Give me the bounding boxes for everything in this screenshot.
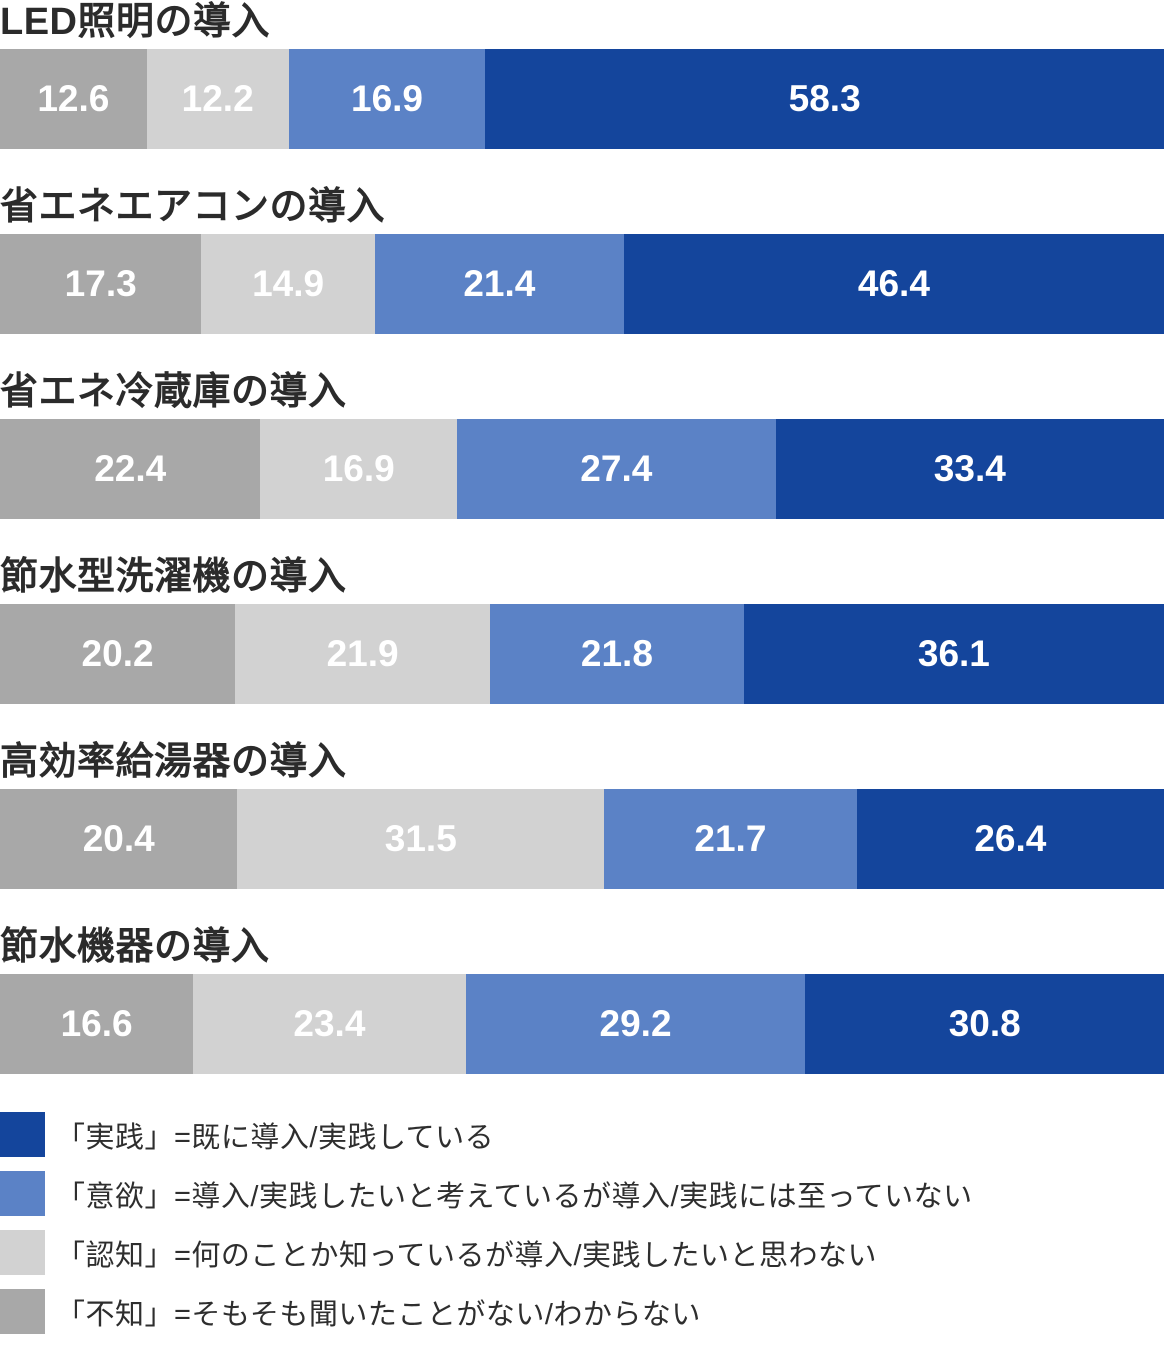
- stacked-bar: 20.2 21.9 21.8 36.1: [0, 604, 1164, 704]
- bar-segment-不知: 22.4: [0, 419, 261, 519]
- legend-swatch-実践: [0, 1112, 45, 1157]
- legend: 「実践」=既に導入/実践している 「意欲」=導入/実践したいと考えているが導入/…: [0, 1112, 1164, 1334]
- bar-segment-意欲: 21.4: [374, 234, 624, 334]
- bar-segment-意欲: 21.8: [490, 604, 744, 704]
- legend-swatch-不知: [0, 1289, 45, 1334]
- stacked-bar: 17.3 14.9 21.4 46.4: [0, 234, 1164, 334]
- legend-label: 「実践」=既に導入/実践している: [56, 1121, 495, 1154]
- segment-value-label: 21.4: [463, 263, 536, 304]
- bar-row: 高効率給湯器の導入 20.4 31.5 21.7 26.4: [0, 742, 1164, 889]
- segment-value-label: 21.9: [326, 633, 399, 674]
- segment-value-label: 29.2: [599, 1003, 672, 1044]
- legend-label: 「認知」=何のことか知っているが導入/実践したいと思わない: [56, 1239, 878, 1272]
- segment-value-label: 20.2: [81, 633, 154, 674]
- segment-value-label: 58.3: [788, 78, 861, 119]
- bar-segment-意欲: 27.4: [457, 419, 776, 519]
- bar-segment-認知: 21.9: [235, 604, 491, 704]
- bar-segment-実践: 30.8: [805, 974, 1164, 1074]
- segment-value-label: 21.7: [694, 818, 767, 859]
- bar-segment-不知: 20.2: [0, 604, 236, 704]
- bar-segment-認知: 31.5: [237, 789, 605, 889]
- bar-segment-意欲: 29.2: [465, 974, 806, 1074]
- bar-segment-実践: 58.3: [485, 49, 1164, 149]
- bar-row: 節水型洗濯機の導入 20.2 21.9 21.8 36.1: [0, 557, 1164, 704]
- bar-segment-実践: 26.4: [856, 789, 1164, 889]
- segment-value-label: 30.8: [948, 1003, 1021, 1044]
- bar-segment-認知: 14.9: [201, 234, 375, 334]
- row-title: LED照明の導入: [0, 1, 271, 43]
- bar-segment-不知: 12.6: [0, 49, 147, 149]
- segment-value-label: 27.4: [580, 448, 653, 489]
- segment-value-label: 12.2: [181, 78, 254, 119]
- segment-value-label: 22.4: [94, 448, 167, 489]
- bar-row: 省エネエアコンの導入 17.3 14.9 21.4 46.4: [0, 187, 1164, 334]
- segment-value-label: 12.6: [37, 78, 110, 119]
- bar-segment-実践: 46.4: [623, 234, 1164, 334]
- segment-value-label: 21.8: [580, 633, 653, 674]
- legend-swatch-認知: [0, 1230, 45, 1275]
- bar-segment-認知: 23.4: [193, 974, 466, 1074]
- stacked-bar: 22.4 16.9 27.4 33.4: [0, 419, 1164, 519]
- row-title: 省エネエアコンの導入: [0, 186, 386, 228]
- segment-value-label: 36.1: [917, 633, 990, 674]
- row-title: 節水機器の導入: [0, 926, 270, 968]
- row-title: 節水型洗濯機の導入: [0, 556, 347, 598]
- legend-item: 「意欲」=導入/実践したいと考えているが導入/実践には至っていない: [0, 1171, 1164, 1216]
- segment-value-label: 31.5: [384, 818, 457, 859]
- bar-segment-認知: 12.2: [146, 49, 289, 149]
- segment-value-label: 46.4: [857, 263, 930, 304]
- segment-value-label: 16.9: [351, 78, 424, 119]
- segment-value-label: 33.4: [933, 448, 1006, 489]
- legend-item: 「認知」=何のことか知っているが導入/実践したいと思わない: [0, 1230, 1164, 1275]
- bar-segment-意欲: 21.7: [604, 789, 857, 889]
- bar-segment-不知: 16.6: [0, 974, 194, 1074]
- bar-segment-実践: 36.1: [743, 604, 1164, 704]
- legend-item: 「不知」=そもそも聞いたことがない/わからない: [0, 1289, 1164, 1334]
- legend-label: 「不知」=そもそも聞いたことがない/わからない: [56, 1298, 701, 1331]
- bar-row: LED照明の導入 12.6 12.2 16.9 58.3: [0, 2, 1164, 149]
- segment-value-label: 20.4: [82, 818, 155, 859]
- stacked-bar-chart: LED照明の導入 12.6 12.2 16.9 58.3 省エネエアコンの導入 …: [0, 2, 1164, 1334]
- bar-segment-不知: 20.4: [0, 789, 238, 889]
- row-title: 省エネ冷蔵庫の導入: [0, 371, 347, 413]
- bar-row: 節水機器の導入 16.6 23.4 29.2 30.8: [0, 927, 1164, 1074]
- bar-segment-不知: 17.3: [0, 234, 202, 334]
- legend-label: 「意欲」=導入/実践したいと考えているが導入/実践には至っていない: [56, 1180, 973, 1213]
- bar-segment-認知: 16.9: [260, 419, 457, 519]
- legend-item: 「実践」=既に導入/実践している: [0, 1112, 1164, 1157]
- stacked-bar: 16.6 23.4 29.2 30.8: [0, 974, 1164, 1074]
- legend-swatch-意欲: [0, 1171, 45, 1216]
- bar-row: 省エネ冷蔵庫の導入 22.4 16.9 27.4 33.4: [0, 372, 1164, 519]
- bar-segment-実践: 33.4: [775, 419, 1164, 519]
- segment-value-label: 23.4: [293, 1003, 366, 1044]
- bar-segment-意欲: 16.9: [288, 49, 486, 149]
- stacked-bar: 12.6 12.2 16.9 58.3: [0, 49, 1164, 149]
- stacked-bar: 20.4 31.5 21.7 26.4: [0, 789, 1164, 889]
- bar-rows-container: LED照明の導入 12.6 12.2 16.9 58.3 省エネエアコンの導入 …: [0, 2, 1164, 1074]
- segment-value-label: 16.9: [322, 448, 395, 489]
- row-title: 高効率給湯器の導入: [0, 741, 347, 783]
- segment-value-label: 16.6: [60, 1003, 133, 1044]
- segment-value-label: 17.3: [64, 263, 137, 304]
- segment-value-label: 26.4: [974, 818, 1047, 859]
- segment-value-label: 14.9: [252, 263, 325, 304]
